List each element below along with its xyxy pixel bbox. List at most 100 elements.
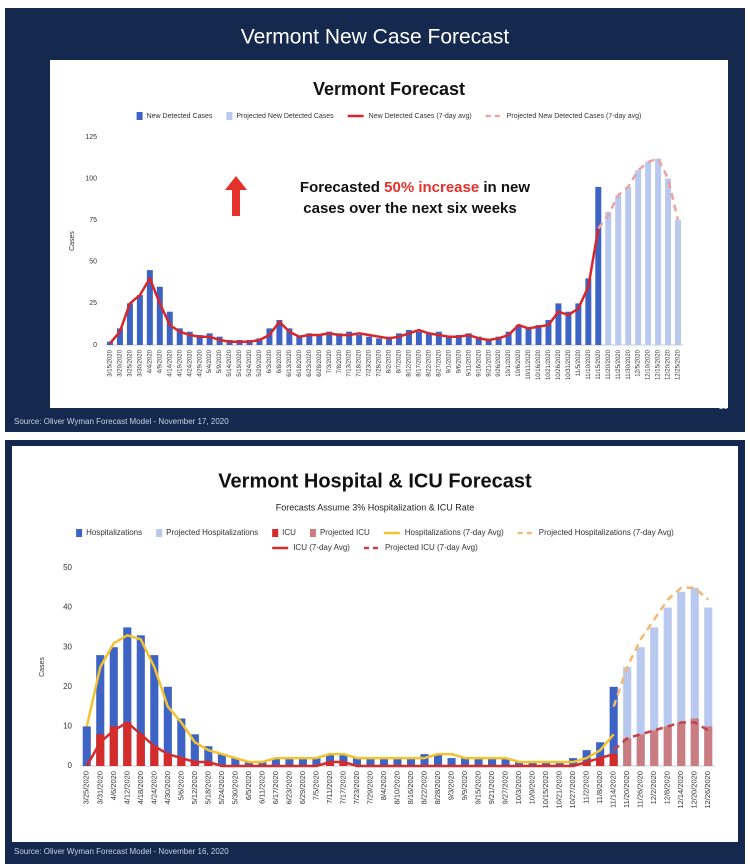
legend-label: ICU (7-day Avg) [293, 543, 350, 552]
bar [535, 325, 542, 345]
dashed-line [612, 721, 709, 752]
x-tick-label: 5/12/2020 [190, 771, 199, 804]
y-tick-label: 50 [63, 563, 72, 572]
bar [501, 758, 510, 766]
bar [96, 655, 105, 766]
bar [231, 758, 240, 766]
bar [645, 161, 652, 345]
bar [176, 328, 183, 345]
bar [636, 734, 645, 766]
bar [425, 333, 432, 345]
chart-title: Vermont Forecast [313, 79, 465, 99]
x-tick-label: 12/25/2020 [676, 349, 682, 380]
bar [166, 311, 173, 345]
x-tick-label: 9/9/2020 [460, 771, 469, 800]
x-tick-label: 12/15/2020 [656, 349, 662, 380]
chart-subtitle: Forecasts Assume 3% Hospitalization & IC… [276, 502, 475, 512]
bar [109, 647, 118, 766]
page-number: 20 [719, 402, 728, 411]
x-tick-label: 4/14/2020 [167, 349, 173, 376]
y-tick-label: 25 [89, 300, 97, 307]
bar [356, 335, 363, 345]
x-tick-label: 11/20/2020 [622, 771, 631, 808]
legend-label: New Detected Cases (7-day avg) [369, 113, 472, 120]
x-tick-label: 12/2/2020 [649, 771, 658, 804]
x-tick-label: 12/26/2020 [703, 771, 712, 809]
bar [346, 331, 353, 345]
annotation-text: Forecasted [300, 179, 380, 196]
x-tick-label: 4/24/2020 [187, 349, 193, 376]
annotation: Forecasted 50% increase in new [300, 179, 530, 196]
bar [204, 762, 213, 766]
bar [150, 655, 159, 766]
bar [475, 336, 482, 345]
legend-label: Projected ICU [320, 528, 370, 537]
bar [675, 220, 682, 345]
x-tick-label: 8/7/2020 [397, 349, 403, 373]
bar [528, 762, 537, 766]
bar [196, 335, 203, 345]
x-tick-label: 5/24/2020 [247, 349, 253, 376]
x-tick-label: 5/29/2020 [257, 349, 263, 376]
source: Source: Oliver Wyman Forecast Model - No… [14, 417, 229, 426]
x-tick-label: 8/22/2020 [426, 349, 432, 376]
legend-label: Hospitalizations [86, 528, 142, 537]
bar [488, 758, 497, 766]
y-axis-label: Cases [39, 657, 46, 677]
x-tick-label: 8/27/2020 [436, 349, 442, 376]
bar [623, 667, 632, 766]
legend: ICU (7-day Avg) Projected ICU (7-day Avg) [272, 543, 478, 552]
bar [296, 336, 303, 345]
x-tick-label: 7/11/2020 [325, 771, 334, 804]
bar [136, 635, 145, 766]
x-tick-label: 6/17/2020 [271, 771, 280, 804]
x-tick-label: 12/5/2020 [636, 349, 642, 376]
x-tick-label: 7/5/2020 [311, 771, 320, 800]
x-tick-label: 9/27/2020 [501, 771, 510, 804]
up-arrow [225, 176, 247, 216]
x-tick-label: 6/5/2020 [244, 771, 253, 800]
bar [677, 722, 686, 766]
bar [298, 758, 307, 766]
x-tick-label: 10/21/2020 [546, 349, 552, 380]
x-tick-label: 10/21/2020 [555, 771, 564, 809]
bar [206, 333, 213, 345]
bar [123, 627, 132, 766]
x-tick-label: 3/30/2020 [137, 349, 143, 376]
bar [485, 340, 492, 345]
bar [312, 758, 321, 766]
x-tick-label: 11/5/2020 [576, 349, 582, 376]
x-tick-label: 9/15/2020 [474, 771, 483, 804]
x-tick-label: 9/16/2020 [476, 349, 482, 376]
x-tick-label: 3/20/2020 [118, 349, 124, 376]
bar [690, 718, 699, 766]
bar [339, 762, 348, 766]
bar [186, 331, 193, 345]
line [109, 228, 600, 345]
bar [625, 186, 632, 345]
bar [655, 158, 662, 345]
bar [395, 333, 402, 345]
bar [106, 341, 113, 345]
bar [525, 328, 532, 345]
x-tick-label: 6/13/2020 [287, 349, 293, 376]
bar [435, 331, 442, 345]
bar [190, 734, 199, 766]
bar [677, 591, 686, 766]
legend-swatch [76, 529, 83, 537]
x-tick-label: 7/29/2020 [365, 771, 374, 804]
legend-swatch [156, 529, 163, 537]
x-tick-label: 5/4/2020 [207, 349, 213, 373]
x-tick-label: 9/3/2020 [447, 771, 456, 800]
bar [258, 762, 267, 766]
bar [146, 270, 153, 345]
bar [623, 738, 632, 766]
bar [126, 303, 133, 345]
legend-label: Projected New Detected Cases (7-day avg) [507, 113, 642, 120]
x-tick-label: 12/10/2020 [646, 349, 652, 380]
x-tick-label: 3/25/2020 [82, 771, 91, 804]
bar [326, 331, 333, 345]
legend-label: Hospitalizations (7-day Avg) [405, 528, 504, 537]
bar [177, 718, 186, 766]
x-tick-label: 7/13/2020 [347, 349, 353, 376]
